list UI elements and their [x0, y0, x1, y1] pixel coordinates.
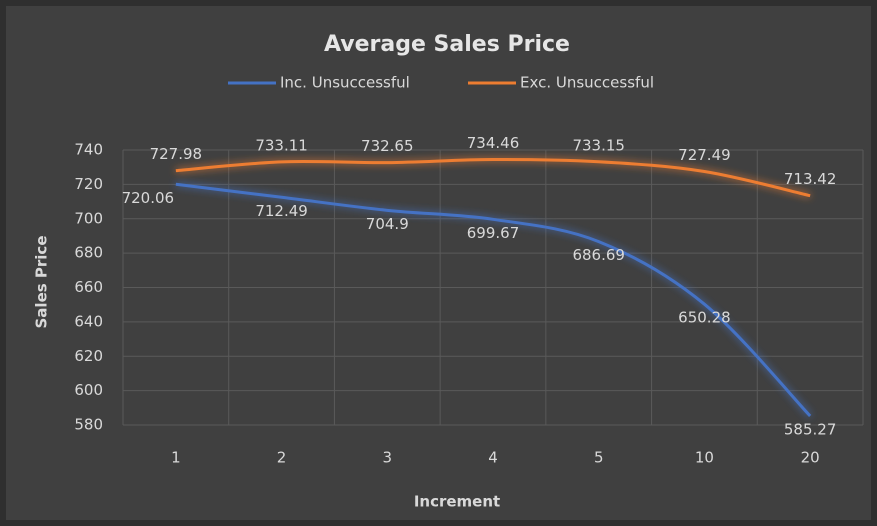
data-label: 650.28 [678, 309, 731, 327]
x-tick-label: 2 [277, 449, 287, 467]
data-label: 733.15 [572, 136, 625, 154]
data-label: 727.98 [150, 145, 203, 163]
y-tick-label: 680 [74, 244, 103, 262]
data-label: 699.67 [467, 224, 520, 242]
chart-title: Average Sales Price [324, 32, 570, 57]
data-label: 713.42 [784, 170, 837, 188]
series-line [175, 157, 811, 198]
legend-label: Inc. Unsuccessful [280, 74, 410, 92]
y-tick-label: 580 [74, 416, 103, 434]
data-label: 727.49 [678, 146, 731, 164]
y-tick-label: 640 [74, 312, 103, 330]
x-tick-label: 4 [488, 449, 498, 467]
y-tick-label: 740 [74, 141, 103, 159]
x-axis-label: Increment [414, 493, 500, 511]
x-tick-label: 5 [594, 449, 604, 467]
data-label: 734.46 [467, 134, 520, 152]
legend-label: Exc. Unsuccessful [520, 74, 654, 92]
series-line [175, 182, 812, 417]
x-tick-label: 10 [695, 449, 714, 467]
y-tick-label: 720 [74, 175, 103, 193]
data-label: 733.11 [255, 136, 308, 154]
y-axis-label: Sales Price [33, 236, 51, 329]
data-label: 686.69 [572, 246, 625, 264]
y-tick-label: 600 [74, 381, 103, 399]
data-label: 712.49 [255, 202, 308, 220]
data-label: 720.06 [122, 189, 175, 207]
x-tick-label: 20 [801, 449, 820, 467]
data-label: 585.27 [784, 420, 837, 438]
y-tick-label: 660 [74, 278, 103, 296]
data-label: 732.65 [361, 137, 414, 155]
chart-background [6, 6, 871, 520]
x-tick-label: 1 [171, 449, 181, 467]
x-tick-label: 3 [383, 449, 393, 467]
data-label: 704.9 [366, 215, 409, 233]
y-tick-label: 620 [74, 347, 103, 365]
y-tick-label: 700 [74, 209, 103, 227]
